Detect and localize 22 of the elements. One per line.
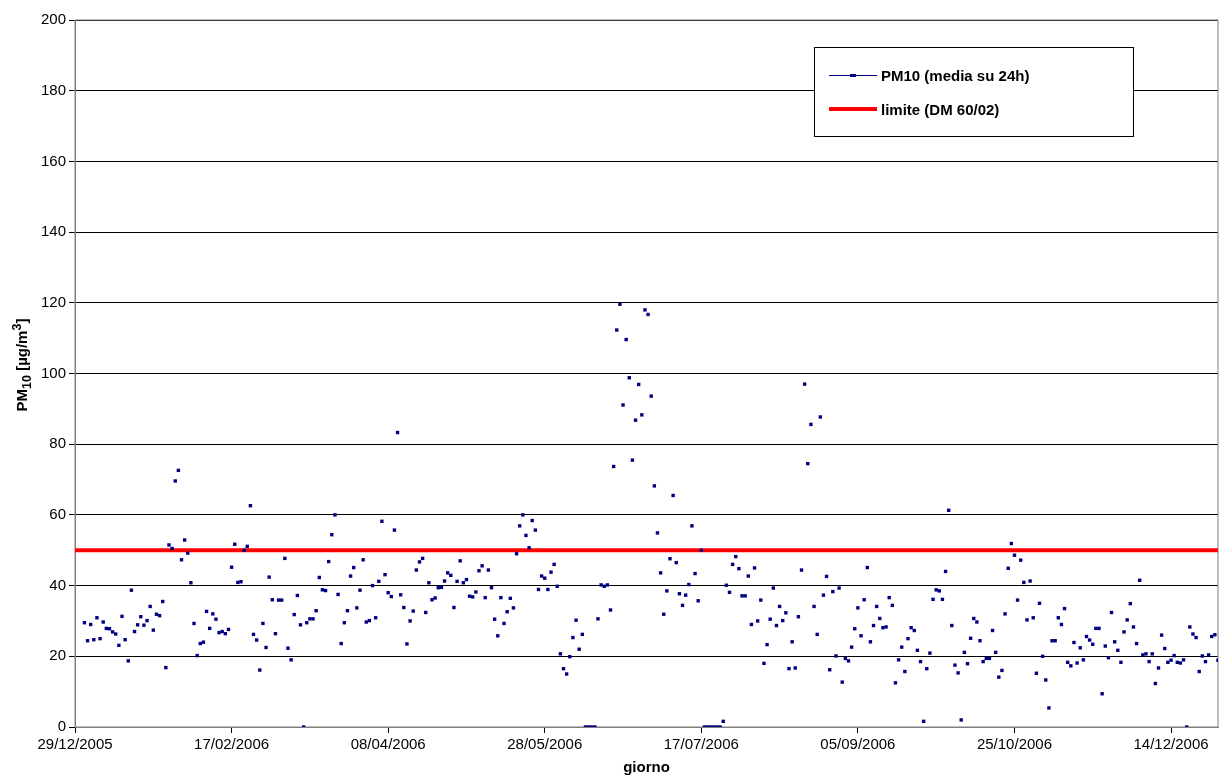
y-tick-label: 140 <box>41 222 67 240</box>
x-tick-label: 17/02/2006 <box>194 735 270 753</box>
y-tick-label: 100 <box>41 363 67 381</box>
x-tick-label: 05/09/2006 <box>820 735 896 753</box>
x-tick-label: 08/04/2006 <box>350 735 426 753</box>
x-tick-label: 14/12/2006 <box>1133 735 1209 753</box>
x-axis-title: giorno <box>623 758 670 776</box>
legend-label: limite (DM 60/02) <box>881 100 1000 118</box>
y-tick-label: 40 <box>49 575 67 593</box>
y-tick-label: 200 <box>41 10 67 28</box>
x-tick-label: 29/12/2005 <box>37 735 113 753</box>
y-tick-label: 160 <box>41 151 67 169</box>
y-tick-label: 80 <box>49 434 67 452</box>
y-tick-label: 120 <box>41 292 67 310</box>
y-tick-label: 60 <box>49 505 67 523</box>
x-tick-label: 17/07/2006 <box>663 735 739 753</box>
legend-label: PM10 (media su 24h) <box>881 66 1030 84</box>
y-tick-label: 180 <box>41 80 67 98</box>
x-tick-label: 25/10/2006 <box>976 735 1052 753</box>
y-tick-label: 0 <box>57 717 67 735</box>
y-tick-label: 20 <box>49 646 67 664</box>
x-tick-label: 28/05/2006 <box>507 735 583 753</box>
